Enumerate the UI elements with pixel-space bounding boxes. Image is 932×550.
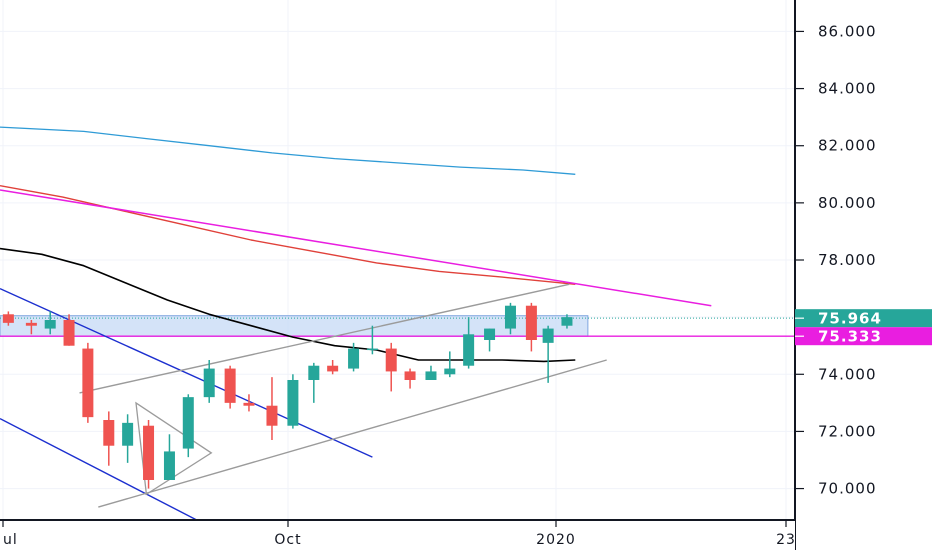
candle-body <box>525 305 537 340</box>
candle-body <box>82 348 94 418</box>
candle-body <box>504 305 516 329</box>
price-tick-label: 74.000 <box>818 365 877 383</box>
price-axis-background <box>795 0 932 550</box>
candle <box>25 320 37 335</box>
candle-body <box>561 317 573 326</box>
price-tick-label: 86.000 <box>818 22 877 40</box>
candle <box>163 434 175 480</box>
candle-body <box>542 328 554 343</box>
candle <box>385 342 397 392</box>
candle-body <box>308 365 320 380</box>
zone-rectangle <box>0 315 589 337</box>
candle <box>404 368 416 389</box>
candle <box>366 325 378 355</box>
candle <box>561 314 573 329</box>
candles <box>2 302 573 489</box>
candle <box>103 411 115 466</box>
time-axis-background <box>0 520 795 550</box>
supply-demand-zone <box>0 315 589 337</box>
candle-body <box>103 420 115 446</box>
candle <box>203 360 215 403</box>
price-tag-label: 75.333 <box>818 328 882 346</box>
candle-body <box>366 348 378 351</box>
price-tag-label: 75.964 <box>818 310 882 328</box>
candle <box>266 377 278 440</box>
price-tag: 75.964 <box>795 309 932 328</box>
candle-body <box>163 451 175 480</box>
trend-line-0 <box>0 126 576 175</box>
price-tick-label: 72.000 <box>818 422 877 440</box>
price-tag-background <box>795 327 932 346</box>
candle <box>122 414 134 463</box>
price-tick-label: 82.000 <box>818 137 877 155</box>
candle <box>327 360 339 375</box>
candle-body <box>224 368 236 403</box>
candle-body <box>327 365 339 372</box>
candle <box>2 311 14 326</box>
candle-body <box>463 334 475 366</box>
candle-body <box>348 348 360 369</box>
candle <box>224 365 236 409</box>
candle-body <box>44 320 56 329</box>
candle <box>348 342 360 372</box>
candle-body <box>2 314 14 323</box>
time-tick-label: ul <box>3 532 18 548</box>
candle-body <box>444 368 456 375</box>
price-tag-background <box>795 309 932 328</box>
candle-body <box>385 348 397 372</box>
candle-body <box>63 320 75 346</box>
candle <box>504 302 516 335</box>
candle-body <box>203 368 215 398</box>
price-tag: 75.333 <box>795 327 932 346</box>
price-tick-label: 84.000 <box>818 80 877 98</box>
candle <box>243 394 255 412</box>
candle <box>425 365 437 380</box>
price-tick-label: 78.000 <box>818 251 877 269</box>
price-tick-label: 70.000 <box>818 480 877 498</box>
candle-body <box>287 380 299 426</box>
time-tick-label: 2020 <box>536 532 576 548</box>
candle <box>143 420 155 489</box>
candle-body <box>266 405 278 426</box>
candle <box>542 325 554 383</box>
candle-body <box>143 425 155 480</box>
time-tick-label: 23 <box>776 532 796 548</box>
candle <box>308 362 320 403</box>
candle <box>463 317 475 369</box>
trend-line-4 <box>0 287 373 458</box>
candle-body <box>243 402 255 406</box>
candle <box>44 311 56 335</box>
candle-body <box>182 397 194 449</box>
candle-body <box>484 328 496 340</box>
candle-body <box>122 422 134 446</box>
candle-body <box>425 371 437 380</box>
candle <box>444 351 456 378</box>
trend-line-3 <box>0 247 576 363</box>
candle <box>484 328 496 352</box>
trend-line-6 <box>79 283 570 394</box>
trend-line-1 <box>0 185 576 285</box>
candle <box>525 302 537 352</box>
triangle-pattern <box>135 401 213 496</box>
candle-body <box>25 322 37 326</box>
candle <box>63 314 75 346</box>
trend-line-2 <box>0 189 712 307</box>
candle <box>287 374 299 429</box>
time-axis[interactable]: ul Oct 2020 23 <box>0 519 796 550</box>
grid <box>0 0 795 520</box>
price-tick-label: 80.000 <box>818 194 877 212</box>
candle-body <box>404 371 416 380</box>
trend-line-5 <box>0 417 198 521</box>
candle <box>182 394 194 458</box>
trend-line-7 <box>98 359 607 508</box>
time-tick-label: Oct <box>274 532 301 548</box>
price-axis[interactable]: 86.000 84.000 82.000 80.000 78.000 74.000 72.0… <box>794 0 932 550</box>
candle <box>82 342 94 423</box>
